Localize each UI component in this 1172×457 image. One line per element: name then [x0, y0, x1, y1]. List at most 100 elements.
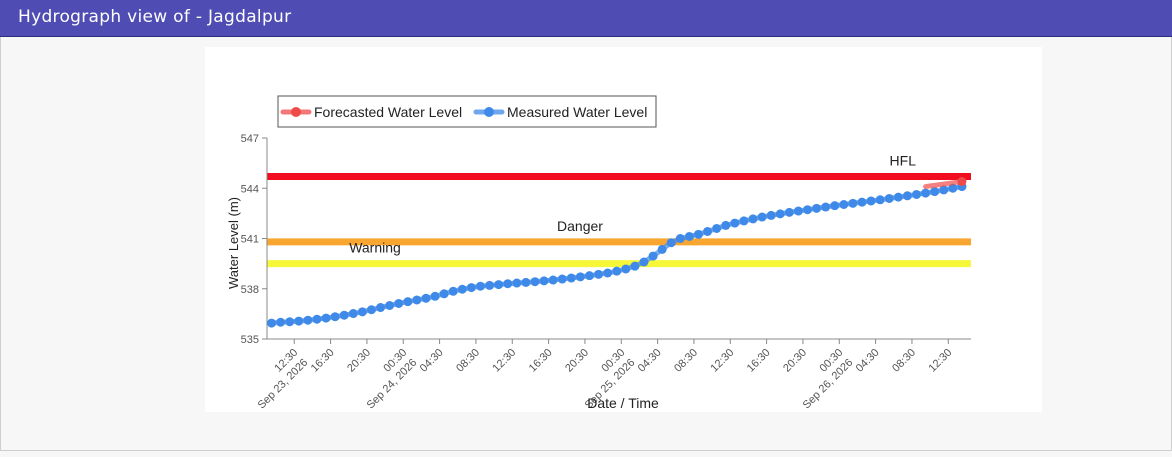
series-line-forecasted-water-level — [923, 179, 965, 190]
data-point-measured-water-level — [430, 291, 440, 301]
x-tick-label: 04:30 — [418, 347, 446, 375]
data-point-measured-water-level — [930, 187, 940, 197]
y-tick-label: 547 — [241, 133, 259, 145]
data-point-measured-water-level — [584, 271, 594, 281]
x-tick-label: 20:30 — [345, 347, 373, 375]
data-point-measured-water-level — [857, 197, 867, 207]
data-point-forecasted-water-level — [957, 177, 967, 187]
page-header: Hydrograph view of - Jagdalpur — [0, 0, 1172, 37]
data-point-measured-water-level — [902, 191, 912, 201]
data-point-measured-water-level — [412, 295, 422, 305]
legend-measured-label: Measured Water Level — [507, 104, 647, 120]
y-tick-label: 535 — [241, 334, 259, 346]
data-point-measured-water-level — [666, 238, 676, 248]
data-point-measured-water-level — [348, 309, 358, 319]
data-point-measured-water-level — [848, 198, 858, 208]
data-point-measured-water-level — [693, 229, 703, 239]
x-axis-title: Date / Time — [587, 395, 659, 411]
data-point-measured-water-level — [748, 214, 758, 224]
x-tick-label: 16:30 — [527, 347, 555, 375]
data-point-measured-water-level — [575, 272, 585, 282]
data-point-measured-water-level — [421, 293, 431, 303]
data-point-measured-water-level — [494, 280, 504, 290]
legend-box — [277, 95, 657, 128]
data-point-measured-water-level — [875, 195, 885, 205]
data-point-measured-water-level — [357, 307, 367, 317]
x-tick-label: 12:30 — [490, 347, 518, 375]
data-point-measured-water-level — [639, 257, 649, 267]
legend-measured-swatch-dot — [484, 107, 494, 117]
data-point-measured-water-level — [530, 277, 540, 287]
x-tick-label: 08:30 — [672, 347, 700, 375]
data-point-measured-water-level — [321, 313, 331, 323]
data-point-measured-water-level — [884, 193, 894, 203]
data-point-measured-water-level — [457, 284, 467, 294]
data-point-measured-water-level — [657, 244, 667, 254]
data-point-measured-water-level — [557, 274, 567, 284]
data-point-measured-water-level — [539, 276, 549, 286]
data-point-measured-water-level — [276, 317, 286, 327]
legend[interactable]: Forecasted Water Level Measured Water Le… — [277, 95, 657, 128]
data-point-measured-water-level — [285, 317, 295, 327]
data-point-measured-water-level — [485, 280, 495, 290]
x-tick-label: 20:30 — [781, 347, 809, 375]
x-tick-label: 04:30 — [636, 347, 664, 375]
data-point-measured-water-level — [621, 264, 631, 274]
data-point-measured-water-level — [475, 281, 485, 291]
data-point-measured-water-level — [830, 201, 840, 211]
threshold-label-hfl: HFL — [890, 153, 917, 169]
threshold-label-danger: Danger — [557, 218, 603, 234]
data-point-measured-water-level — [566, 273, 576, 283]
x-tick-label: 12:30 — [926, 347, 954, 375]
data-point-measured-water-level — [839, 199, 849, 209]
data-point-measured-water-level — [294, 316, 304, 326]
data-point-measured-water-level — [812, 203, 822, 213]
data-point-measured-water-level — [630, 261, 640, 271]
page-title: Hydrograph view of - Jagdalpur — [18, 7, 292, 27]
data-point-measured-water-level — [793, 206, 803, 216]
data-point-measured-water-level — [684, 231, 694, 241]
data-point-measured-water-level — [330, 312, 340, 322]
x-tick-label: 08:30 — [890, 347, 918, 375]
legend-forecast-label: Forecasted Water Level — [314, 104, 462, 120]
data-point-measured-water-level — [267, 318, 277, 328]
data-point-measured-water-level — [303, 315, 313, 325]
x-tick-label: 16:30 — [309, 347, 337, 375]
data-point-measured-water-level — [466, 283, 476, 293]
data-point-measured-water-level — [775, 209, 785, 219]
legend-forecast-swatch-dot — [291, 107, 301, 117]
data-point-measured-water-level — [866, 196, 876, 206]
data-point-measured-water-level — [603, 268, 613, 278]
threshold-lines: HFL Danger Warning — [267, 153, 971, 268]
y-axis-title: Water Level (m) — [226, 197, 241, 289]
data-point-measured-water-level — [594, 269, 604, 279]
x-tick-label: 08:30 — [454, 347, 482, 375]
x-tick-label: 20:30 — [563, 347, 591, 375]
data-point-measured-water-level — [548, 275, 558, 285]
data-point-measured-water-level — [612, 266, 622, 276]
y-tick-label: 544 — [241, 183, 259, 195]
threshold-label-warning: Warning — [349, 240, 401, 256]
data-point-measured-water-level — [376, 303, 386, 313]
data-point-measured-water-level — [312, 314, 322, 324]
data-point-measured-water-level — [385, 301, 395, 310]
data-point-measured-water-level — [339, 310, 349, 320]
y-tick-label: 538 — [241, 284, 259, 296]
data-point-measured-water-level — [784, 207, 794, 217]
data-point-measured-water-level — [675, 234, 685, 243]
data-point-measured-water-level — [821, 202, 831, 212]
data-point-measured-water-level — [893, 192, 903, 202]
x-tick-label: 04:30 — [854, 347, 882, 375]
series-layer — [267, 177, 967, 328]
data-point-measured-water-level — [703, 226, 713, 236]
data-point-measured-water-level — [403, 297, 413, 307]
data-point-measured-water-level — [911, 189, 921, 199]
y-tick-label: 541 — [241, 234, 259, 246]
data-point-measured-water-level — [512, 278, 522, 288]
data-point-measured-water-level — [712, 223, 722, 233]
data-point-measured-water-level — [757, 212, 767, 222]
x-tick-label: 12:30 — [708, 347, 736, 375]
data-point-measured-water-level — [394, 298, 404, 308]
data-point-measured-water-level — [439, 289, 449, 299]
